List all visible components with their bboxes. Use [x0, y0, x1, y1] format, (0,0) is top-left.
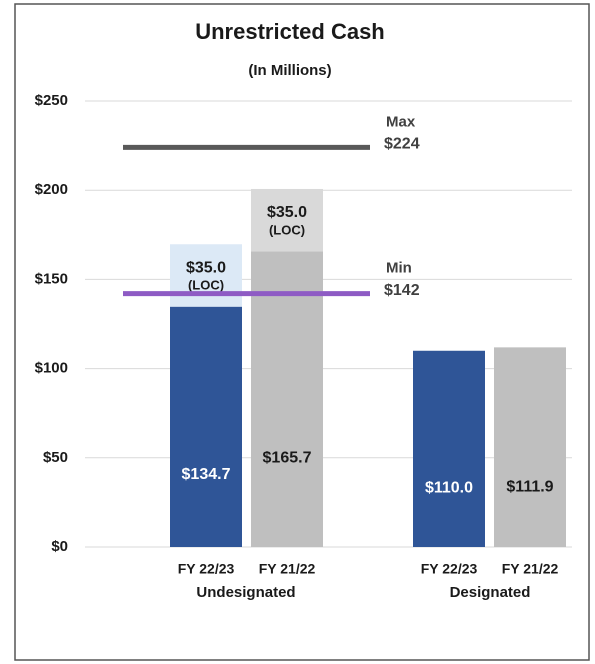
bar-segment — [251, 188, 323, 252]
chart-subtitle: (In Millions) — [248, 62, 331, 79]
value-label: $134.7 — [182, 466, 231, 483]
group-label: Undesignated — [196, 584, 295, 601]
x-tick-label: FY 21/22 — [502, 561, 559, 577]
value-label: $35.0 — [267, 204, 307, 221]
x-tick-label: FY 21/22 — [259, 561, 316, 577]
value-note: (LOC) — [269, 222, 305, 237]
y-tick-label: $50 — [43, 449, 68, 466]
value-label: $35.0 — [186, 259, 226, 276]
value-note: (LOC) — [188, 278, 224, 293]
reference-label: $224 — [384, 136, 420, 153]
x-tick-label: FY 22/23 — [421, 561, 478, 577]
bar-segment — [170, 306, 242, 547]
reference-label: $142 — [384, 282, 420, 299]
value-label: $165.7 — [263, 450, 312, 467]
group-label: Designated — [450, 584, 531, 601]
reference-name: Min — [386, 260, 412, 277]
x-tick-label: FY 22/23 — [178, 561, 235, 577]
bar-segment — [251, 251, 323, 547]
bar-segment — [413, 350, 485, 547]
y-tick-label: $200 — [35, 181, 68, 198]
bar-segment — [170, 244, 242, 307]
value-label: $110.0 — [425, 479, 473, 496]
y-tick-label: $250 — [35, 92, 68, 109]
value-label: $111.9 — [506, 478, 553, 495]
y-tick-label: $0 — [51, 538, 68, 555]
chart-title: Unrestricted Cash — [195, 19, 385, 44]
bar-segment — [494, 347, 566, 547]
reference-name: Max — [386, 113, 416, 130]
y-tick-label: $100 — [35, 360, 68, 377]
y-tick-label: $150 — [35, 270, 68, 287]
